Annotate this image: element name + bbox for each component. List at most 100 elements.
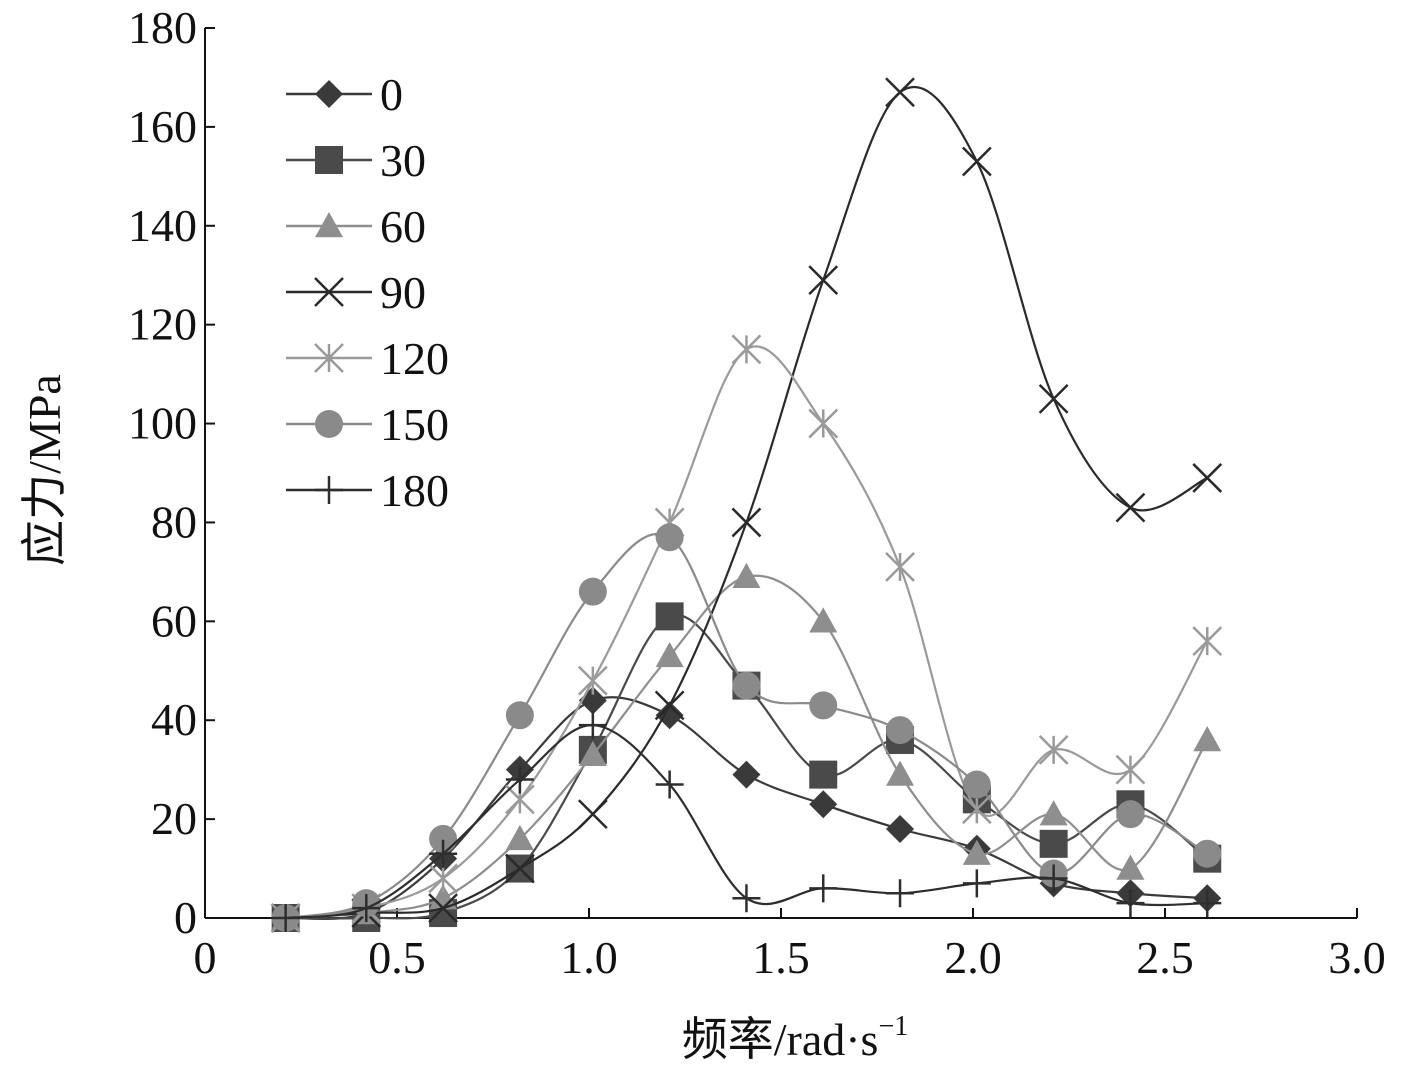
legend-entry-30: 30 (286, 135, 426, 186)
data-point (809, 790, 838, 819)
legend-marker (314, 343, 344, 373)
legend-entry-90: 90 (286, 267, 426, 318)
data-point (809, 874, 838, 903)
legend-marker (315, 476, 343, 504)
x-tick-label: 0.5 (368, 932, 426, 983)
legend-label: 0 (380, 69, 403, 120)
data-point (732, 760, 761, 789)
y-tick-label: 0 (174, 892, 197, 943)
data-point (731, 507, 762, 538)
legend-marker (315, 80, 343, 108)
x-tick-label: 1.0 (560, 932, 618, 983)
data-point (808, 408, 839, 439)
data-point (886, 879, 915, 908)
data-point (505, 765, 534, 794)
data-point (429, 839, 458, 868)
data-point (505, 824, 534, 851)
legend-label: 90 (380, 267, 426, 318)
y-tick-label: 180 (128, 2, 197, 53)
data-point (961, 794, 992, 825)
data-point (429, 824, 458, 853)
data-point (428, 893, 458, 923)
y-tick-label: 40 (151, 694, 197, 745)
data-point (578, 740, 607, 767)
data-point (429, 884, 458, 910)
series-line-150 (285, 532, 1208, 920)
legend-entry-60: 60 (286, 201, 426, 252)
data-point (428, 863, 458, 894)
data-point (731, 334, 762, 365)
data-point (578, 711, 607, 740)
series-line-90 (285, 85, 1208, 920)
data-point (732, 562, 761, 589)
legend: 0 30 60 90 120 150 180 (286, 69, 449, 516)
x-tick-label: 2.5 (1136, 932, 1194, 983)
data-point (578, 577, 607, 606)
legend-entry-120: 120 (286, 333, 449, 384)
y-tick-label: 100 (128, 398, 197, 449)
x-tick-label: 0 (194, 932, 217, 983)
data-point (1115, 754, 1146, 785)
legend-entry-0: 0 (286, 69, 403, 120)
y-tick-label: 20 (151, 793, 197, 844)
data-point (885, 552, 915, 582)
data-point (809, 760, 838, 789)
data-point (1116, 889, 1145, 918)
axes: 0 20 40 60 80 100 120 140 160 180 0 0.5 1.0 1.5 2.0 2.5… (128, 2, 1386, 983)
data-point (655, 770, 684, 799)
data-point (1038, 735, 1069, 765)
data-point (809, 691, 838, 720)
series-60 (271, 562, 1222, 930)
data-point (962, 869, 991, 898)
data-point (577, 799, 608, 830)
data-point (886, 716, 915, 745)
x-tick-label: 2.0 (944, 932, 1002, 983)
data-point (962, 770, 991, 799)
data-point (1192, 463, 1223, 493)
y-tick-label: 160 (128, 101, 197, 152)
data-point (962, 839, 991, 865)
series-180 (271, 711, 1222, 932)
data-point (1193, 839, 1222, 868)
data-point (654, 690, 685, 721)
data-point (505, 701, 534, 730)
data-point (577, 665, 608, 696)
data-point (886, 760, 915, 786)
data-point (1192, 626, 1223, 656)
data-point (1193, 889, 1222, 918)
data-point (1193, 726, 1222, 752)
data-point (1115, 492, 1146, 523)
legend-label: 180 (380, 465, 449, 516)
data-point (1116, 800, 1145, 829)
data-point (961, 146, 992, 177)
legend-marker (315, 410, 343, 438)
y-tick-label: 80 (151, 496, 197, 547)
data-point (271, 904, 300, 932)
data-point (885, 77, 915, 108)
y-tick-label: 120 (128, 299, 197, 350)
data-point (655, 701, 684, 730)
legend-marker (315, 146, 343, 174)
legend-marker (314, 277, 344, 307)
y-tick-label: 140 (128, 200, 197, 251)
data-point (808, 265, 839, 296)
legend-entry-150: 150 (286, 399, 449, 450)
legend-marker (315, 212, 343, 238)
x-tick-label: 3.0 (1328, 932, 1386, 983)
data-point (655, 523, 684, 552)
data-point (1116, 854, 1145, 880)
data-point (655, 641, 684, 668)
legend-label: 60 (380, 201, 426, 252)
data-point (809, 607, 838, 633)
data-point (732, 884, 761, 913)
legend-entry-180: 180 (286, 465, 449, 516)
data-point (1039, 829, 1068, 858)
y-tick-label: 60 (151, 595, 197, 646)
data-point (732, 671, 761, 700)
x-axis-title: 频率/rad·s−1 (682, 1011, 909, 1065)
legend-label: 120 (380, 333, 449, 384)
data-point (1038, 383, 1069, 414)
series-layer (270, 77, 1223, 933)
